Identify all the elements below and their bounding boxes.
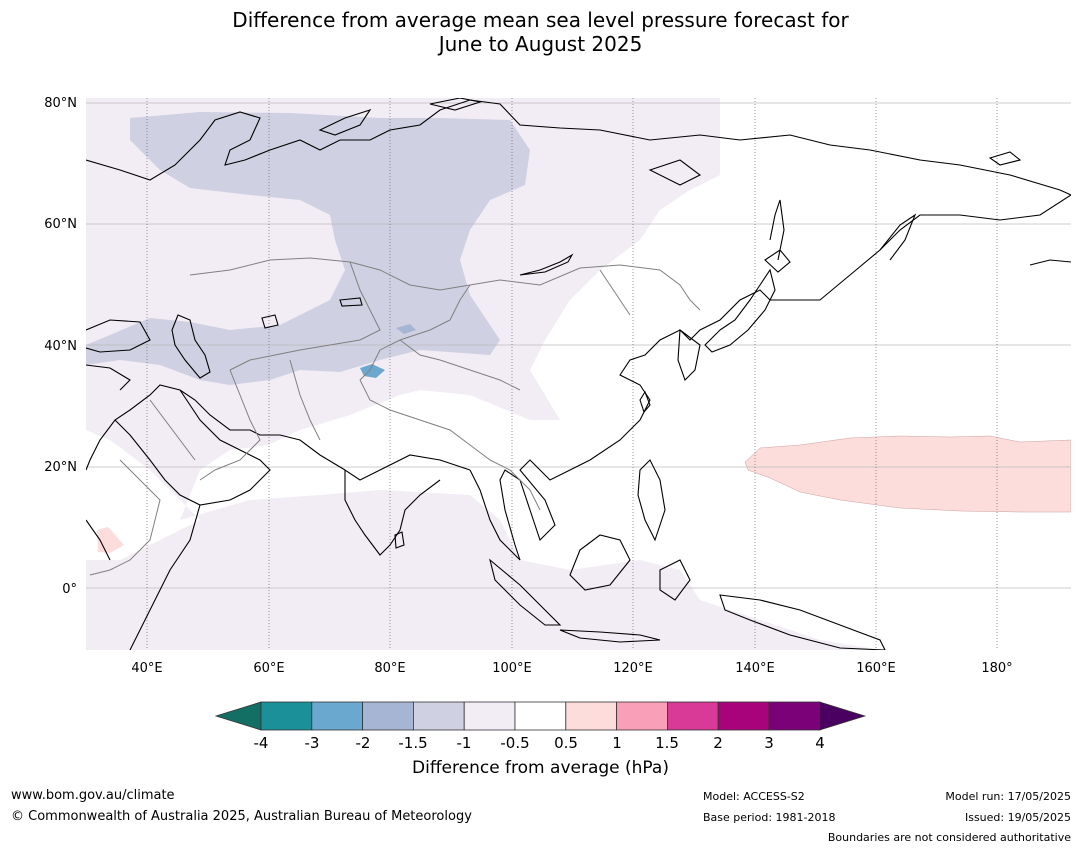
- issued-date: Issued: 19/05/2025: [964, 811, 1071, 824]
- colorbar-segment: [565, 701, 617, 731]
- lon-tick: 140°E: [735, 661, 775, 676]
- colorbar-tick: 4: [815, 734, 825, 752]
- base-period: Base period: 1981-2018: [703, 811, 836, 824]
- colorbar-tick: -4: [254, 734, 269, 752]
- boundaries-disclaimer: Boundaries are not considered authoritat…: [827, 831, 1071, 844]
- colorbar-segment: [717, 701, 770, 731]
- colorbar-segment: [667, 701, 719, 731]
- anomaly-region-blue: [360, 364, 385, 378]
- lon-tick: 180°: [981, 661, 1012, 676]
- colorbar-extension-high: [819, 701, 867, 731]
- website-link[interactable]: www.bom.gov.au/climate: [11, 788, 175, 803]
- lon-tick: 60°E: [253, 661, 284, 676]
- colorbar-tick: 3: [764, 734, 774, 752]
- lon-tick: 40°E: [131, 661, 162, 676]
- model-name: Model: ACCESS-S2: [703, 790, 805, 803]
- colorbar-label: Difference from average (hPa): [412, 758, 669, 778]
- colorbar-segment: [311, 701, 363, 731]
- latitude-gridlines: [86, 102, 1071, 589]
- colorbar-tick: -0.5: [500, 734, 529, 752]
- coastlines: [86, 98, 1071, 650]
- colorbar-segment: [362, 701, 414, 731]
- colorbar-tick-labels: -4 -3 -2 -1.5 -1 -0.5 0.5 1 1.5 2 3 4: [254, 734, 825, 752]
- colorbar-tick: 0.5: [554, 734, 578, 752]
- colorbar-segment: [514, 701, 567, 731]
- copyright-text: © Commonwealth of Australia 2025, Austra…: [11, 809, 472, 824]
- anomaly-region-light-purple-2: [180, 500, 330, 650]
- title-line-1: Difference from average mean sea level p…: [232, 8, 849, 32]
- lon-tick: 100°E: [492, 661, 532, 676]
- colorbar-tick: -3: [305, 734, 320, 752]
- title-line-2: June to August 2025: [438, 32, 643, 56]
- lat-tick: 60°N: [44, 217, 77, 232]
- chart-title: Difference from average mean sea level p…: [0, 8, 1081, 56]
- colorbar-tick: 2: [713, 734, 723, 752]
- colorbar-segment: [412, 701, 465, 731]
- colorbar-segment: [463, 701, 516, 731]
- lat-tick: 40°N: [44, 339, 77, 354]
- lat-tick: 80°N: [44, 96, 77, 111]
- anomaly-region-blue-2: [396, 324, 416, 334]
- longitude-labels: 40°E 60°E 80°E 100°E 120°E 140°E 160°E 1…: [131, 661, 1012, 676]
- colorbar: [214, 701, 867, 731]
- colorbar-tick: 1.5: [655, 734, 679, 752]
- lon-tick: 80°E: [374, 661, 405, 676]
- lat-tick: 0°: [62, 582, 77, 597]
- colorbar-tick: -1: [457, 734, 472, 752]
- lon-tick: 120°E: [613, 661, 653, 676]
- latitude-labels: 80°N 60°N 40°N 20°N 0°: [44, 96, 77, 597]
- longitude-gridlines: [146, 98, 998, 650]
- colorbar-tick: 1: [612, 734, 622, 752]
- colorbar-segment: [616, 701, 668, 731]
- map-field: [86, 98, 1071, 650]
- country-borders: [89, 257, 701, 576]
- colorbar-segment: [768, 701, 821, 731]
- colorbar-segment: [260, 701, 313, 731]
- colorbar-tick: -2: [356, 734, 371, 752]
- colorbar-tick: -1.5: [398, 734, 427, 752]
- model-run-date: Model run: 17/05/2025: [945, 790, 1071, 803]
- anomaly-region-lavender: [86, 112, 530, 385]
- lat-tick: 20°N: [44, 460, 77, 475]
- anomaly-region-pink-pacific: [744, 435, 1071, 513]
- lon-tick: 160°E: [856, 661, 896, 676]
- colorbar-extension-low: [214, 701, 262, 731]
